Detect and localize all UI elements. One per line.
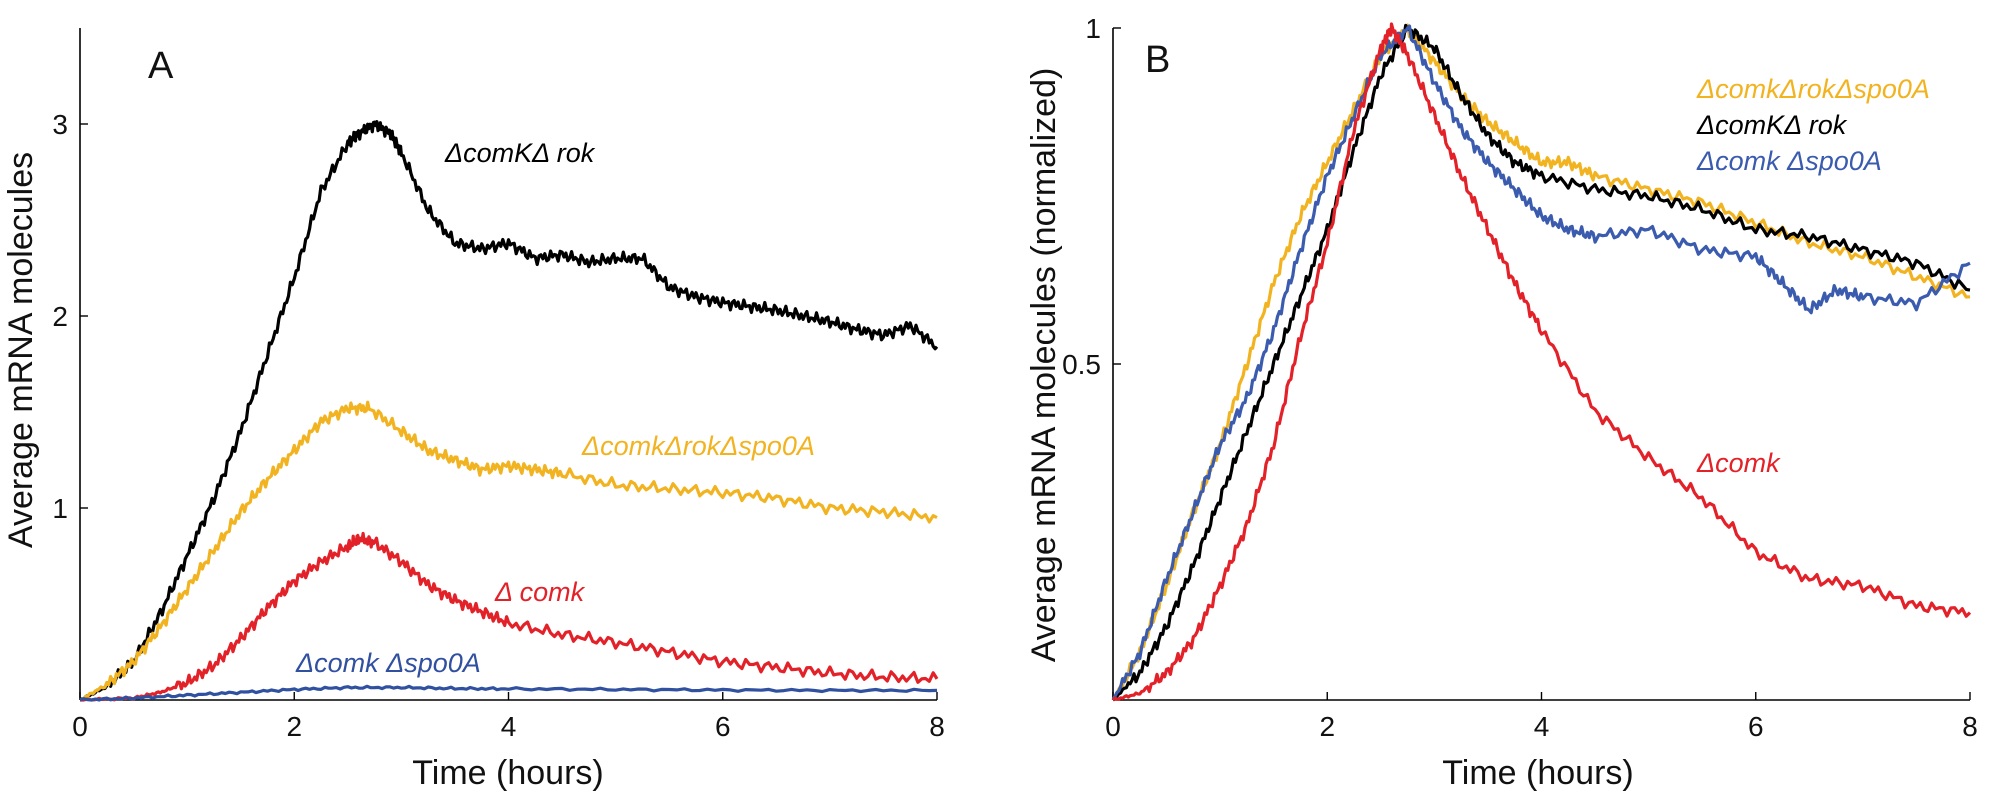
- panel-a-x-tick-label: 4: [501, 711, 517, 742]
- panel-b-series-label-comk-rok: ΔcomKΔ rok: [1696, 110, 1848, 140]
- panel-a-series-label-comk-rok-spo0a: ΔcomkΔrokΔspo0A: [581, 431, 815, 461]
- panel-b-series-label-comk-rok-spo0a: ΔcomkΔrokΔspo0A: [1696, 74, 1930, 104]
- panel-b-x-tick-label: 2: [1319, 711, 1335, 742]
- panel-a-series-label-comk: Δ comk: [494, 577, 586, 607]
- panel-a-series-line-0: [79, 120, 939, 702]
- panel-a-x-tick-label: 2: [286, 711, 302, 742]
- panel-b-series-line-1: [1112, 23, 1971, 702]
- panel-a-series-line-1: [79, 400, 938, 702]
- panel-a-series-line-3: [79, 684, 938, 702]
- panel-b-y-axis-label: Average mRNA molecules (normalized): [1025, 68, 1063, 663]
- panel-a-x-axis-label: Time (hours): [412, 754, 603, 792]
- panel-b-x-tick-label: 6: [1748, 711, 1764, 742]
- panel-b-y-tick-label: 0.5: [1062, 349, 1101, 380]
- panel-b-series-label-comk-spo0a: Δcomk Δspo0A: [1696, 146, 1882, 176]
- panel-a-y-tick-label: 3: [52, 109, 68, 140]
- panel-a-y-tick-label: 1: [52, 493, 68, 524]
- panel-a-x-tick-label: 8: [929, 711, 945, 742]
- panel-a-series-label-comk-spo0a: Δcomk Δspo0A: [295, 648, 481, 678]
- panel-b-series-line-2: [1111, 24, 1971, 701]
- panel-a-series-label-comk-rok: ΔcomKΔ rok: [444, 138, 596, 168]
- panel-a-y-axis-label: Average mRNA molecules: [2, 152, 40, 548]
- panel-b-x-axis-label: Time (hours): [1442, 754, 1633, 792]
- panel-b: B Time (hours) Average mRNA molecules (n…: [1025, 13, 1978, 792]
- panel-a-series-line-2: [80, 531, 939, 702]
- panel-a: A Time (hours) Average mRNA molecules Δc…: [2, 28, 945, 792]
- panel-a-y-tick-label: 2: [52, 301, 68, 332]
- panel-a-label: A: [148, 45, 174, 87]
- panel-a-x-tick-label: 6: [715, 711, 731, 742]
- panel-b-x-tick-label: 4: [1534, 711, 1550, 742]
- panel-b-x-tick-label: 8: [1962, 711, 1978, 742]
- panel-b-x-tick-label: 0: [1105, 711, 1121, 742]
- panel-a-x-tick-label: 0: [72, 711, 88, 742]
- panel-b-label: B: [1145, 39, 1170, 81]
- panel-b-y-tick-label: 1: [1085, 13, 1101, 44]
- panel-b-series-line-3: [1111, 22, 1972, 702]
- panel-b-series-label-comk: Δcomk: [1696, 448, 1781, 478]
